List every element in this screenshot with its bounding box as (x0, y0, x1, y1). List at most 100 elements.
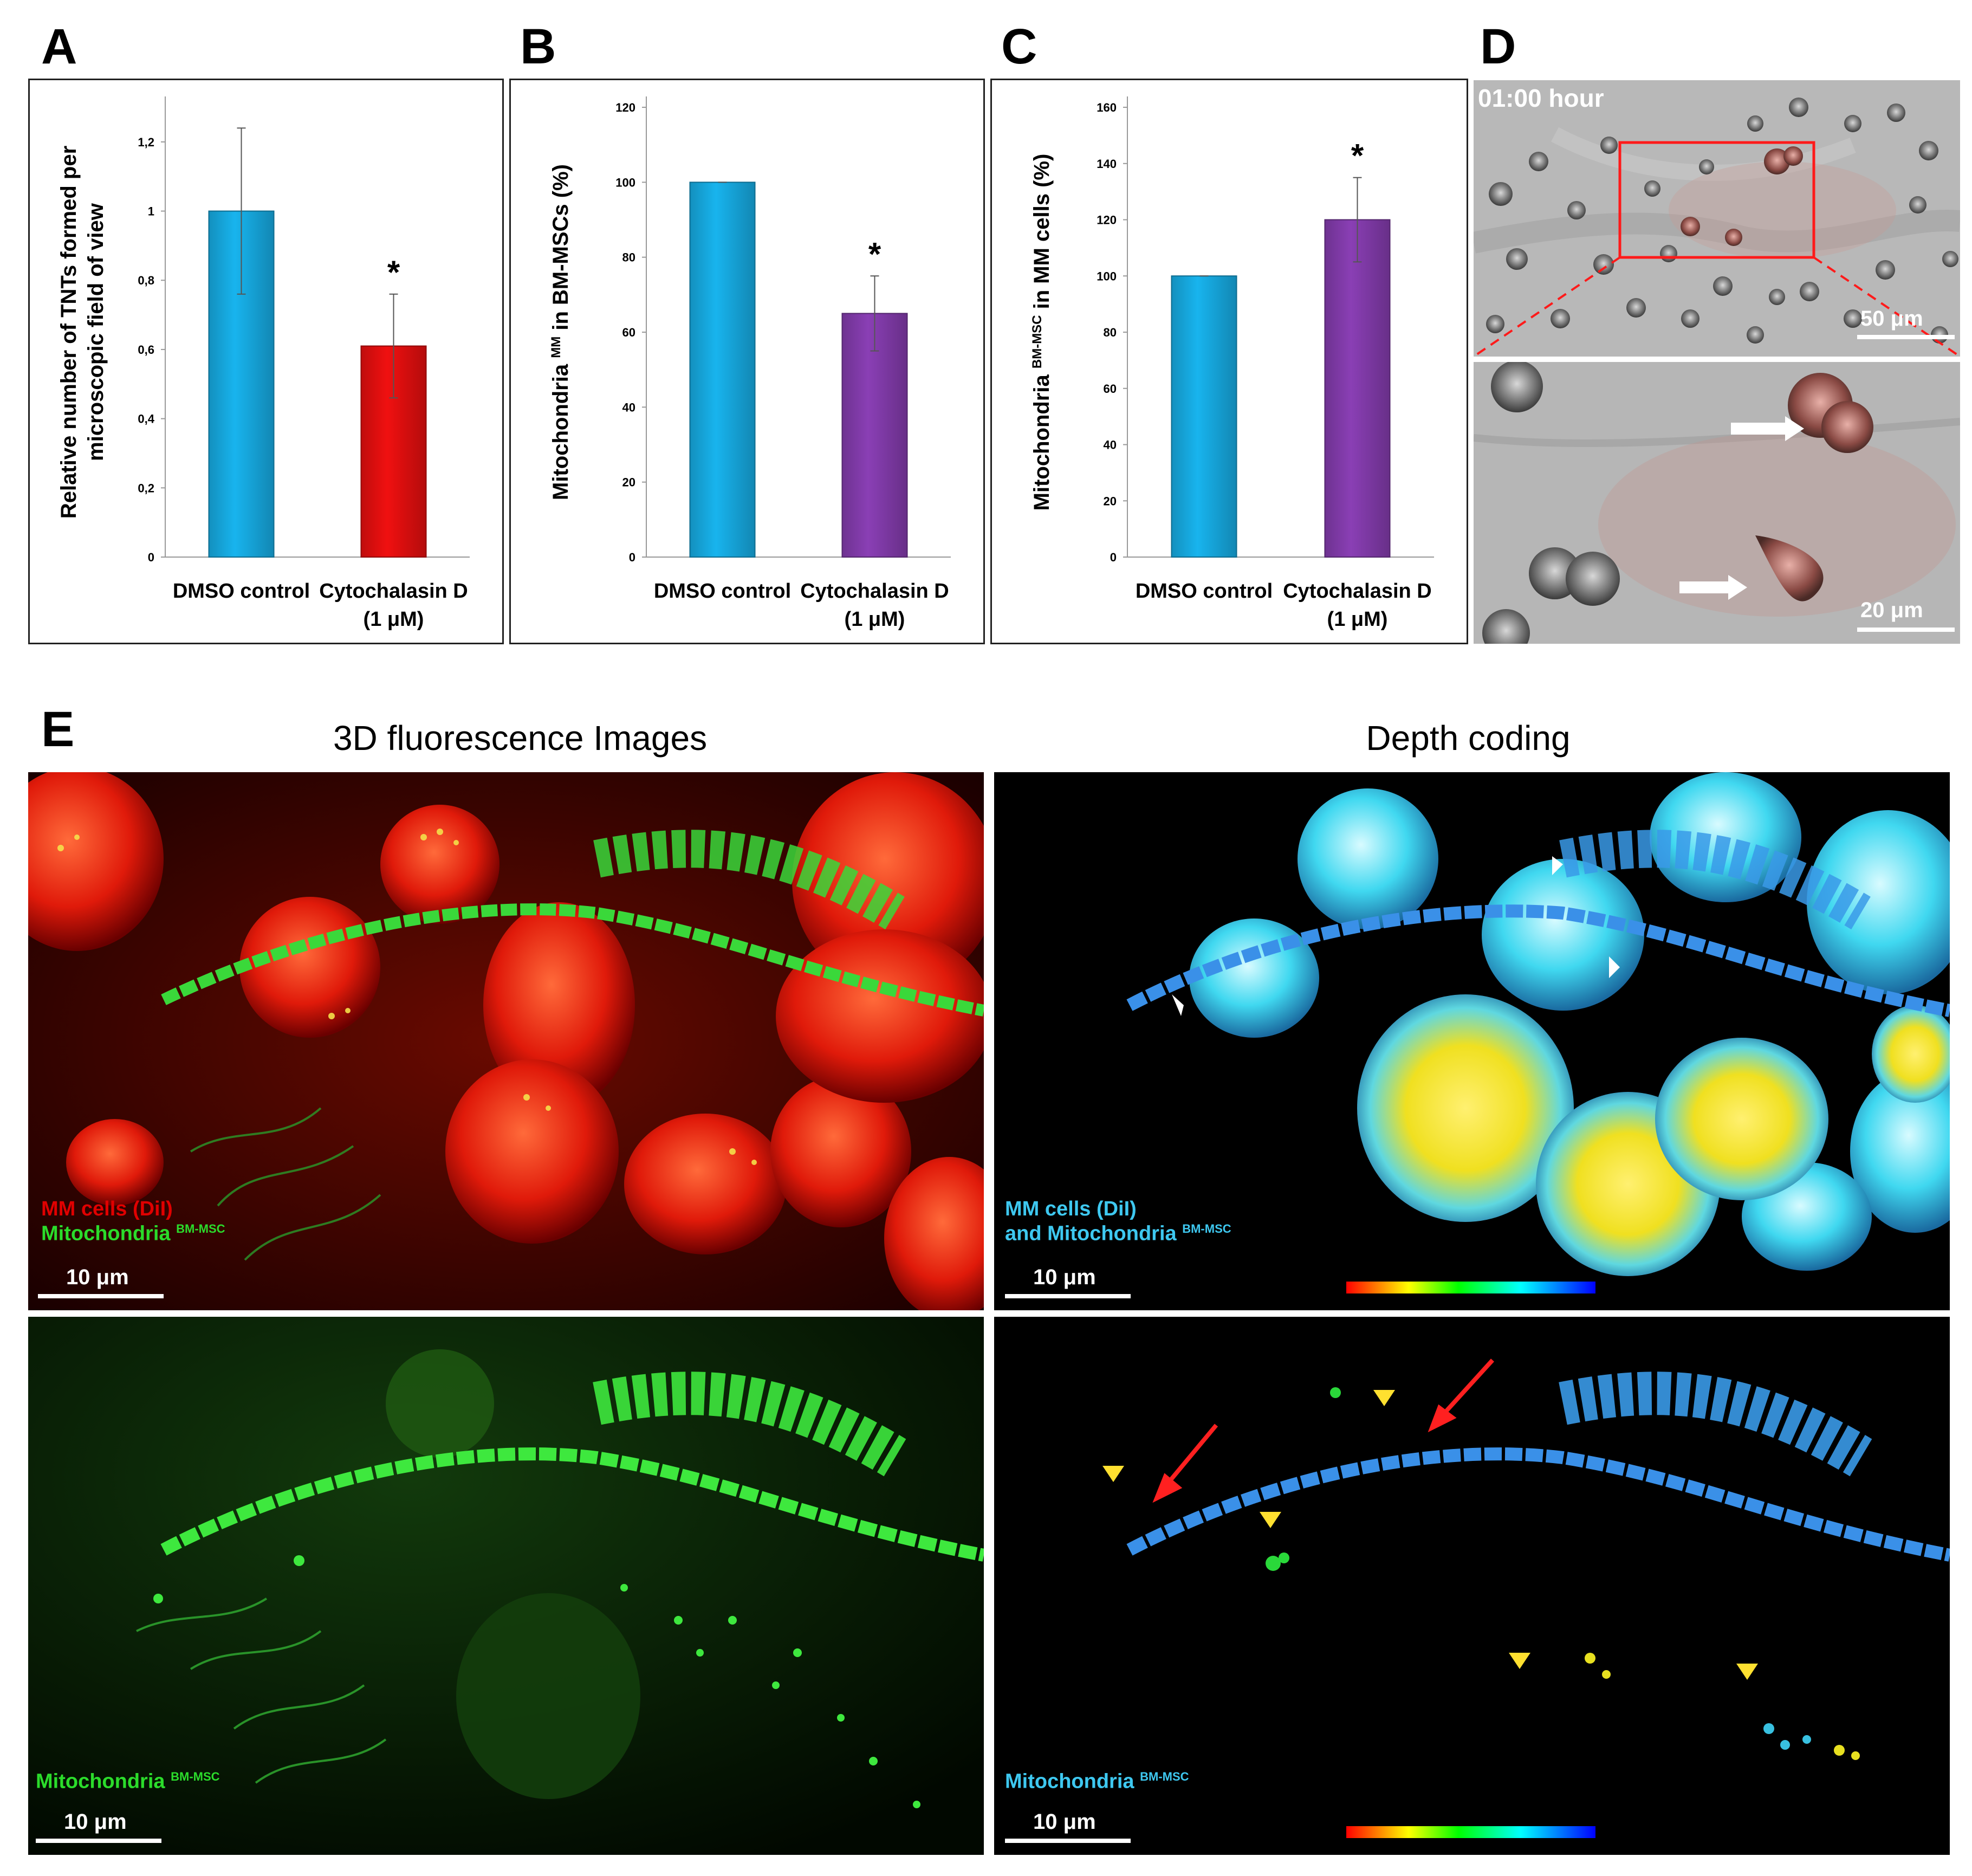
panel-d-bottom-image: 20 μm (1474, 362, 1960, 644)
scale-bar-e3 (36, 1839, 161, 1843)
title-depth-coding: Depth coding (1366, 719, 1571, 758)
title-3d-fluorescence: 3D fluorescence Images (333, 719, 708, 758)
y-tick-label: 120 (1097, 214, 1117, 227)
scale-label-e2: 10 μm (1033, 1265, 1096, 1289)
y-tick-label: 160 (1097, 101, 1117, 114)
y-axis-label-part: Mitochondria (549, 358, 573, 500)
label-mito-bottom-right: Mitochondria BM-MSC (1005, 1770, 1189, 1794)
bar (1171, 275, 1237, 558)
yellow-arrowhead-icon (1102, 1390, 1758, 1680)
label-mito-green: Mitochondria BM-MSC (41, 1222, 225, 1246)
y-tick-label: 0,6 (138, 343, 154, 357)
y-tick-label: 0,4 (138, 412, 154, 426)
category-label: (1 μM) (1327, 608, 1388, 631)
label-mito-br-text: Mitochondria (1005, 1770, 1134, 1793)
label-depth-mito-text: and Mitochondria (1005, 1222, 1177, 1245)
y-tick-label: 1,2 (138, 135, 154, 149)
panel-letter-b: B (520, 19, 556, 74)
y-tick-label: 0 (148, 551, 154, 564)
e-bottom-right-render (994, 1317, 1950, 1855)
y-tick-label: 60 (1104, 382, 1117, 396)
label-depth-mito-sup: BM-MSC (1182, 1222, 1231, 1235)
arrow-icon (1679, 416, 1804, 600)
y-tick-label: 0,2 (138, 481, 154, 495)
significance-star: * (868, 236, 881, 272)
y-axis-label-part: in MM cells (%) (1030, 154, 1054, 315)
e-bottom-left-image: Mitochondria BM-MSC 10 μm (28, 1317, 984, 1855)
category-label: Cytochalasin D (319, 580, 468, 603)
scale-bar-d-top (1857, 335, 1955, 339)
scale-bar-d-bottom (1857, 628, 1955, 632)
label-mm-cells: MM cells (DiI) (41, 1198, 173, 1220)
y-tick-label: 40 (1104, 438, 1117, 452)
panel-d-top-image: 01:00 hour 50 μm (1474, 80, 1960, 357)
time-label: 01:00 hour (1478, 84, 1604, 112)
e-top-left-render (28, 772, 984, 1310)
y-tick-label: 80 (1104, 326, 1117, 339)
chart-b: 0 20 40 60 80 100 120 Mitochondria MM in BM-MSC… (509, 79, 985, 644)
label-mito-green-sup: BM-MSC (176, 1222, 225, 1235)
chart-a-svg: 0 0,2 0,4 0,6 0,8 1 1,2 Relative number of TNTs… (57, 96, 470, 631)
bar (841, 313, 908, 558)
y-axis-label: microscopic field of view (84, 203, 108, 461)
category-label: Cytochalasin D (800, 580, 949, 603)
y-tick-label: 0 (629, 551, 635, 564)
e-bottom-right-image: Mitochondria BM-MSC 10 μm (994, 1317, 1950, 1855)
label-mito-bl-sup: BM-MSC (171, 1770, 220, 1783)
y-axis-label-sup: MM (549, 337, 563, 358)
scale-bar-e2 (1005, 1294, 1131, 1298)
panel-d-bottom-cells (1474, 362, 1960, 644)
significance-star: * (387, 254, 400, 290)
scale-label-d-top: 50 μm (1860, 307, 1923, 331)
e-top-left-image: MM cells (DiI) Mitochondria BM-MSC 10 μm (28, 772, 984, 1310)
scale-label-e4: 10 μm (1033, 1810, 1096, 1834)
bar (1324, 219, 1391, 558)
e-top-right-render (994, 772, 1950, 1310)
chart-a: 0 0,2 0,4 0,6 0,8 1 1,2 Relative number of TNTs… (28, 79, 504, 644)
chart-c-svg: 0 20 40 60 80 100 120 140 160 Mitochondria BM-MSC… (1030, 96, 1434, 631)
red-arrow-icon (1152, 1359, 1494, 1503)
scale-label-e1: 10 μm (66, 1265, 129, 1289)
y-tick-label: 100 (615, 176, 635, 189)
y-tick-label: 40 (622, 400, 635, 414)
label-depth-mm: MM cells (DiI) (1005, 1198, 1137, 1220)
y-axis-label-part: in BM-MSCs (%) (549, 164, 573, 337)
scale-bar-e1 (38, 1294, 164, 1298)
label-mito-bottom-left: Mitochondria BM-MSC (36, 1770, 220, 1794)
y-tick-label: 20 (1104, 494, 1117, 508)
label-depth-mito: and Mitochondria BM-MSC (1005, 1222, 1231, 1246)
label-mito-bl-text: Mitochondria (36, 1770, 165, 1793)
category-label: DMSO control (173, 580, 310, 603)
category-label: DMSO control (1136, 580, 1273, 603)
e-top-right-image: MM cells (DiI) and Mitochondria BM-MSC 1… (994, 772, 1950, 1310)
y-tick-label: 100 (1097, 269, 1117, 283)
y-axis-label-sup: BM-MSC (1030, 315, 1045, 368)
zoom-box (1618, 141, 1815, 259)
y-tick-label: 80 (622, 251, 635, 264)
category-label: DMSO control (654, 580, 791, 603)
y-axis-label: Relative number of TNTs formed per (57, 146, 81, 519)
chart-c: 0 20 40 60 80 100 120 140 160 Mitochondria BM-MSC… (990, 79, 1468, 644)
scale-bar-e4 (1005, 1839, 1131, 1843)
scale-label-d-bottom: 20 μm (1860, 598, 1923, 622)
panel-letter-a: A (41, 19, 77, 74)
y-axis-label-part: Mitochondria (1030, 368, 1054, 510)
panel-d-top-cells (1474, 80, 1960, 357)
y-tick-label: 0,8 (138, 274, 154, 287)
significance-star: * (1351, 138, 1364, 174)
y-tick-label: 140 (1097, 157, 1117, 171)
y-tick-label: 20 (622, 476, 635, 489)
y-axis-label: Mitochondria BM-MSC in MM cells (%) (1030, 154, 1054, 511)
label-mito-br-sup: BM-MSC (1140, 1770, 1189, 1783)
e-bottom-left-render (28, 1317, 984, 1855)
label-mito-green-text: Mitochondria (41, 1222, 171, 1245)
panel-letter-e: E (41, 702, 75, 757)
chart-b-svg: 0 20 40 60 80 100 120 Mitochondria MM in BM-MSC… (549, 96, 951, 631)
y-tick-label: 60 (622, 326, 635, 339)
depth-colorbar (1346, 1282, 1595, 1293)
bar (689, 182, 756, 558)
category-label: (1 μM) (845, 608, 905, 631)
y-tick-label: 0 (1110, 551, 1117, 564)
scale-label-e3: 10 μm (64, 1810, 127, 1834)
panel-letter-d: D (1480, 19, 1516, 74)
